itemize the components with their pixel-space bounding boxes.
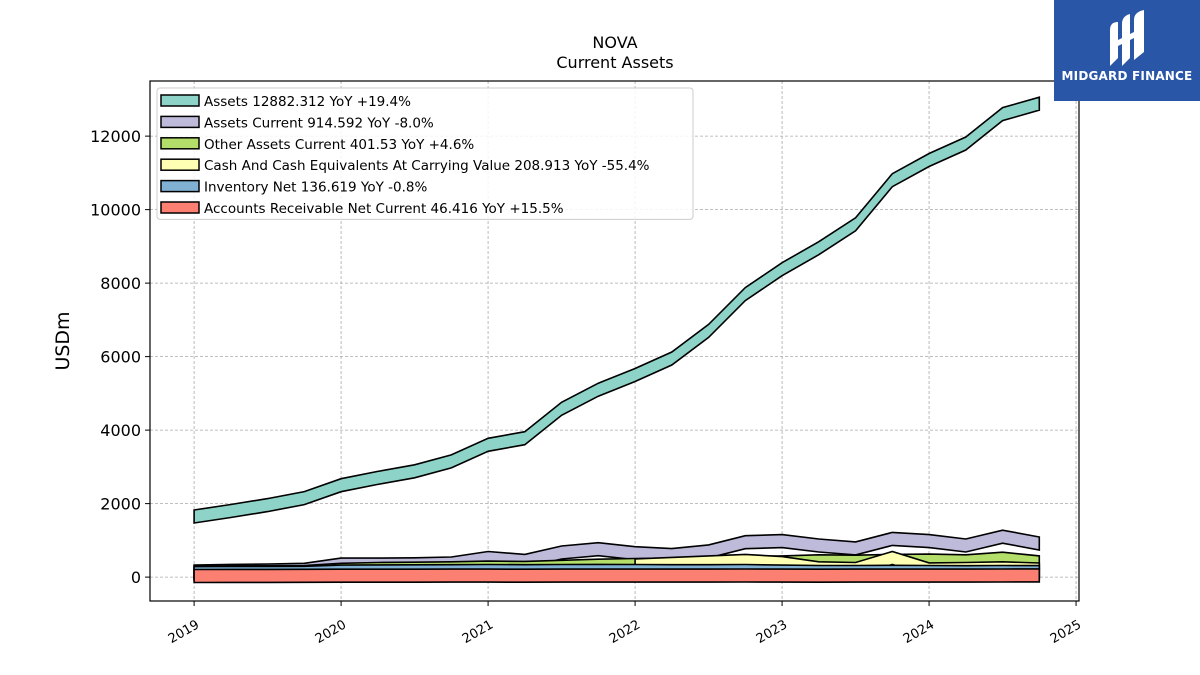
x-tick-label: 2020	[313, 617, 349, 647]
legend-swatch	[160, 201, 200, 214]
y-axis: 0 2000 4000 6000 8000 10000 12000	[90, 127, 150, 587]
y-tick-label: 2000	[100, 495, 141, 514]
x-tick-label: 2019	[166, 617, 202, 647]
y-tick-label: 6000	[100, 348, 141, 367]
legend-entry: Assets 12882.312 YoY +19.4%	[204, 94, 411, 110]
series-areas	[193, 96, 1041, 584]
y-tick-label: 10000	[90, 201, 141, 220]
x-tick-label: 2023	[754, 617, 790, 647]
chart-title: NOVA	[592, 33, 637, 52]
x-tick-label: 2024	[901, 617, 937, 647]
y-tick-label: 12000	[90, 127, 141, 146]
legend-swatch	[160, 179, 200, 193]
logo-text: MIDGARD FINANCE	[1061, 69, 1193, 83]
legend-swatch	[160, 158, 200, 171]
legend: Assets 12882.312 YoY +19.4% Assets Curren…	[156, 87, 694, 220]
logo-mark-icon	[1110, 10, 1144, 66]
y-tick-label: 8000	[100, 274, 141, 293]
legend-entry: Cash And Cash Equivalents At Carrying Va…	[204, 158, 650, 174]
legend-entry: Inventory Net 136.619 YoY -0.8%	[204, 180, 427, 196]
legend-box	[156, 87, 694, 220]
legend-swatch	[160, 115, 200, 129]
x-tick-label: 2021	[460, 617, 496, 647]
chart-subtitle: Current Assets	[556, 53, 673, 72]
legend-swatch	[160, 137, 200, 150]
y-tick-label: 4000	[100, 421, 141, 440]
legend-entry: Other Assets Current 401.53 YoY +4.6%	[204, 137, 474, 153]
series-assets	[193, 96, 1041, 524]
plot-frame	[149, 80, 1080, 602]
x-tick-label: 2025	[1048, 617, 1084, 647]
x-tick-label: 2022	[607, 617, 643, 647]
y-axis-label: USDm	[52, 311, 74, 370]
series-accounts-receivable-net-current	[193, 568, 1041, 584]
x-axis: 2019 2020 2021 2022 2023 2024 2025	[166, 601, 1084, 647]
legend-swatch	[160, 94, 200, 107]
y-tick-label: 0	[131, 568, 141, 587]
brand-logo: MIDGARD FINANCE	[1054, 0, 1200, 101]
legend-entry: Accounts Receivable Net Current 46.416 Y…	[204, 201, 564, 217]
legend-entry: Assets Current 914.592 YoY -8.0%	[204, 115, 434, 131]
